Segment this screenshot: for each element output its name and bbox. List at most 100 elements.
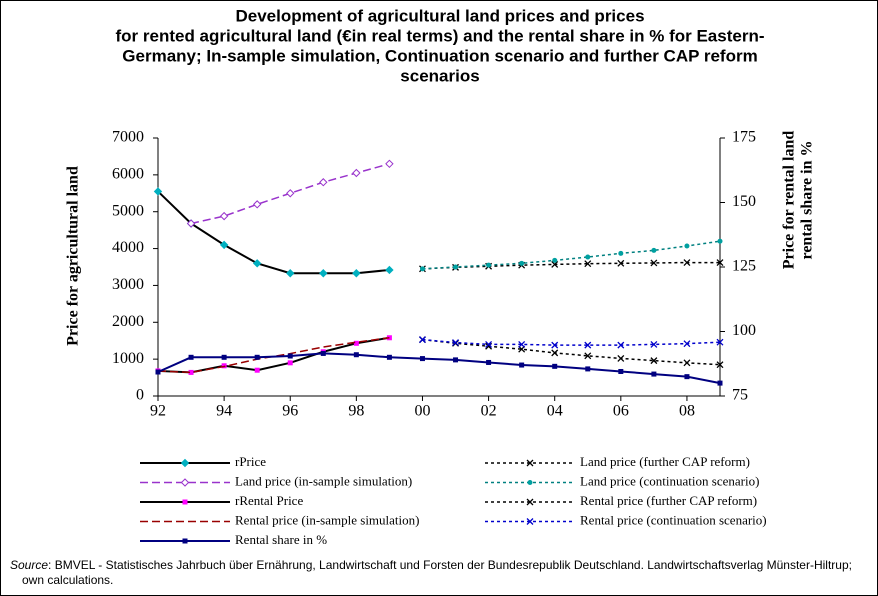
marker: [717, 380, 723, 386]
marker: [618, 368, 624, 374]
y-tick-label: 6000: [112, 166, 144, 183]
marker: [585, 254, 591, 260]
source-label: Source: [10, 558, 49, 572]
marker: [486, 359, 492, 365]
marker: [650, 340, 658, 348]
y-axis-title: Price for agricultural land: [65, 166, 82, 346]
marker: [453, 264, 459, 270]
legend-marker: [182, 499, 188, 505]
series-line: [157, 352, 721, 385]
legend-marker: [180, 458, 190, 468]
series-line: [157, 337, 390, 374]
marker: [386, 354, 392, 360]
x-tick-label: 08: [679, 403, 695, 420]
marker: [650, 357, 658, 365]
chart-title: scenarios: [400, 66, 479, 85]
marker: [485, 340, 493, 348]
marker: [385, 159, 394, 169]
marker: [716, 338, 724, 346]
y2-axis-title: rental share in %: [799, 141, 816, 260]
marker: [519, 260, 525, 266]
marker: [717, 238, 723, 244]
marker: [585, 366, 591, 372]
legend-label: Rental price (further CAP reform): [580, 493, 757, 508]
legend-marker: [526, 518, 534, 525]
legend-marker: [526, 498, 534, 506]
marker: [452, 339, 459, 347]
marker: [552, 257, 558, 263]
series-line: [422, 338, 721, 366]
y-tick-label: 1000: [112, 350, 144, 367]
legend-label: Land price (further CAP reform): [580, 454, 750, 469]
marker: [153, 187, 163, 196]
marker: [221, 354, 227, 360]
marker: [353, 340, 359, 346]
legend-marker: [526, 459, 534, 467]
marker: [186, 219, 196, 228]
marker: [287, 360, 293, 366]
marker: [584, 341, 592, 349]
marker: [684, 243, 690, 249]
marker: [618, 250, 624, 256]
series-line: [422, 240, 721, 270]
x-tick-label: 98: [348, 403, 364, 420]
y2-tick-label: 175: [732, 129, 756, 146]
marker: [252, 259, 262, 268]
y-tick-label: 7000: [112, 129, 144, 146]
marker: [319, 269, 328, 278]
marker: [385, 265, 394, 275]
legend-label: Land price (continuation scenario): [580, 473, 759, 488]
marker: [287, 353, 293, 359]
marker: [551, 341, 559, 349]
legend-marker: [180, 478, 190, 487]
marker: [683, 259, 691, 267]
x-tick-label: 04: [547, 403, 563, 420]
marker: [486, 262, 492, 268]
marker: [252, 200, 262, 209]
x-tick-label: 94: [216, 403, 232, 420]
marker: [716, 361, 724, 369]
marker: [319, 178, 328, 187]
marker: [617, 354, 625, 362]
source-note: Source: BMVEL - Statistisches Jahrbuch ü…: [10, 558, 870, 588]
marker: [419, 336, 426, 344]
marker: [419, 266, 425, 272]
marker: [551, 349, 559, 357]
marker: [352, 269, 361, 278]
source-text: : BMVEL - Statistisches Jahrbuch über Er…: [22, 558, 852, 587]
marker: [286, 189, 295, 198]
chart-title: for rented agricultural land (€in real t…: [116, 26, 765, 45]
y2-axis-title: Price for rental land: [781, 131, 798, 270]
y2-tick-label: 150: [732, 193, 756, 210]
legend-label: Rental share in %: [235, 532, 327, 547]
marker: [684, 374, 690, 380]
x-tick-label: 02: [481, 403, 497, 420]
legend-label: Land price (in-sample simulation): [235, 473, 412, 488]
y2-tick-label: 125: [732, 258, 756, 275]
marker: [551, 260, 559, 268]
marker: [254, 367, 260, 373]
marker: [617, 259, 625, 267]
marker: [155, 369, 161, 375]
marker: [716, 259, 724, 267]
marker: [352, 168, 361, 178]
y-tick-label: 3000: [112, 276, 144, 293]
marker: [552, 363, 558, 369]
marker: [518, 340, 526, 348]
x-tick-label: 06: [613, 403, 629, 420]
marker: [219, 240, 229, 250]
y-tick-label: 4000: [112, 239, 144, 256]
series-line: [422, 338, 721, 346]
series-line: [157, 190, 390, 275]
y2-tick-label: 100: [732, 322, 756, 339]
marker: [683, 359, 691, 367]
marker: [353, 352, 359, 358]
x-tick-label: 96: [282, 403, 298, 420]
chart-title: Development of agricultural land prices …: [235, 6, 644, 25]
marker: [584, 352, 592, 360]
marker: [617, 341, 625, 349]
legend-label: rPrice: [235, 454, 266, 469]
marker: [651, 371, 657, 377]
